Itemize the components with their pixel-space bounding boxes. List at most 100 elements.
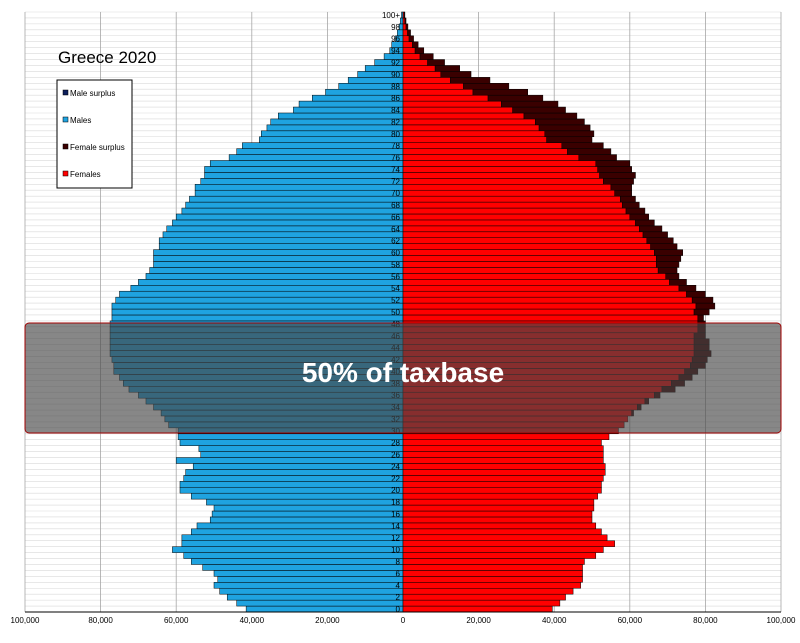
female-surplus-bar: [403, 11, 406, 19]
male-bar: [183, 552, 404, 559]
legend-label-females: Females: [70, 170, 101, 179]
male-bar: [172, 546, 404, 553]
legend-swatch-male-surplus: [62, 89, 69, 96]
female-surplus-bar: [635, 219, 655, 227]
female-bar: [402, 189, 615, 197]
female-bar: [402, 528, 602, 536]
y-tick-label: 52: [391, 296, 400, 305]
male-bar: [179, 439, 404, 446]
female-bar: [402, 582, 581, 589]
female-bar: [402, 94, 489, 102]
y-tick-label: 78: [391, 142, 400, 151]
taxbase-highlight-band: [24, 322, 782, 434]
male-bar: [179, 481, 404, 488]
male-bar: [158, 237, 404, 244]
legend-box: [56, 79, 133, 189]
y-tick-label: 64: [391, 225, 400, 234]
female-bar: [402, 106, 513, 114]
y-tick-label: 74: [391, 165, 400, 174]
female-surplus-bar: [523, 112, 578, 120]
legend-label-male-surplus: Male surplus: [70, 89, 115, 98]
female-bar: [402, 463, 606, 470]
female-surplus-bar: [595, 160, 631, 167]
female-surplus-bar: [657, 267, 678, 274]
y-tick-label: 26: [391, 451, 400, 460]
y-tick-label: 58: [391, 260, 400, 269]
female-surplus-bar: [610, 184, 632, 191]
male-bar: [236, 599, 404, 607]
x-tick-label: 40,000: [240, 616, 265, 625]
y-tick-label: 2: [396, 593, 401, 602]
female-bar: [402, 475, 604, 482]
female-bar: [402, 314, 699, 322]
y-tick-label: 98: [391, 23, 400, 32]
female-surplus-bar: [412, 41, 419, 48]
male-bar: [191, 492, 404, 500]
male-bar: [191, 528, 404, 536]
female-surplus-bar: [472, 88, 528, 96]
female-bar: [402, 498, 595, 506]
y-tick-label: 100+: [382, 11, 400, 20]
male-bar: [261, 130, 404, 138]
male-bar: [175, 457, 404, 464]
female-bar: [402, 599, 561, 607]
y-tick-label: 82: [391, 118, 400, 127]
female-bar: [402, 451, 604, 458]
male-bar: [206, 498, 404, 506]
female-surplus-bar: [656, 261, 680, 268]
y-tick-label: 80: [391, 130, 400, 139]
female-bar: [402, 273, 666, 280]
male-bar: [119, 290, 404, 298]
female-surplus-bar: [450, 77, 491, 84]
female-bar: [402, 570, 583, 577]
male-bar: [204, 172, 404, 179]
y-tick-label: 88: [391, 82, 400, 91]
male-bar: [192, 463, 404, 470]
female-bar: [402, 172, 600, 179]
male-bar: [145, 273, 404, 280]
male-bar: [202, 564, 404, 571]
y-tick-label: 50: [391, 308, 400, 317]
male-bar: [259, 136, 404, 143]
male-bar: [298, 100, 404, 108]
female-surplus-bar: [603, 178, 634, 185]
chart-title: Greece 2020: [58, 48, 156, 67]
female-surplus-bar: [614, 189, 632, 197]
female-bar: [402, 154, 580, 161]
female-surplus-bar: [546, 136, 593, 143]
legend-label-female-surplus: Female surplus: [70, 143, 125, 152]
y-tick-label: 6: [396, 569, 401, 578]
legend-swatch-females: [62, 170, 69, 177]
male-bar: [217, 576, 404, 583]
male-bar: [228, 154, 404, 161]
female-bar: [402, 41, 413, 48]
male-bar: [172, 219, 404, 227]
female-bar: [402, 130, 545, 138]
female-bar: [402, 481, 602, 488]
female-bar: [402, 279, 670, 286]
y-tick-label: 62: [391, 237, 400, 246]
y-tick-label: 12: [391, 534, 400, 543]
y-tick-label: 86: [391, 94, 400, 103]
male-bar: [115, 296, 404, 304]
male-bar: [181, 540, 404, 547]
female-bar: [402, 593, 566, 601]
y-tick-label: 24: [391, 462, 400, 471]
female-bar: [402, 35, 410, 42]
female-bar: [402, 71, 442, 78]
female-surplus-bar: [697, 314, 704, 322]
female-bar: [402, 100, 502, 108]
x-tick-label: 60,000: [618, 616, 643, 625]
female-bar: [402, 112, 525, 120]
y-tick-label: 28: [391, 439, 400, 448]
female-bar: [402, 534, 608, 541]
female-surplus-bar: [629, 213, 649, 221]
female-bar: [402, 261, 657, 268]
female-surplus-bar: [407, 29, 411, 37]
female-bar: [402, 522, 597, 530]
y-tick-label: 90: [391, 70, 400, 79]
female-surplus-bar: [686, 290, 706, 298]
y-tick-label: 66: [391, 213, 400, 222]
female-surplus-bar: [404, 17, 407, 25]
